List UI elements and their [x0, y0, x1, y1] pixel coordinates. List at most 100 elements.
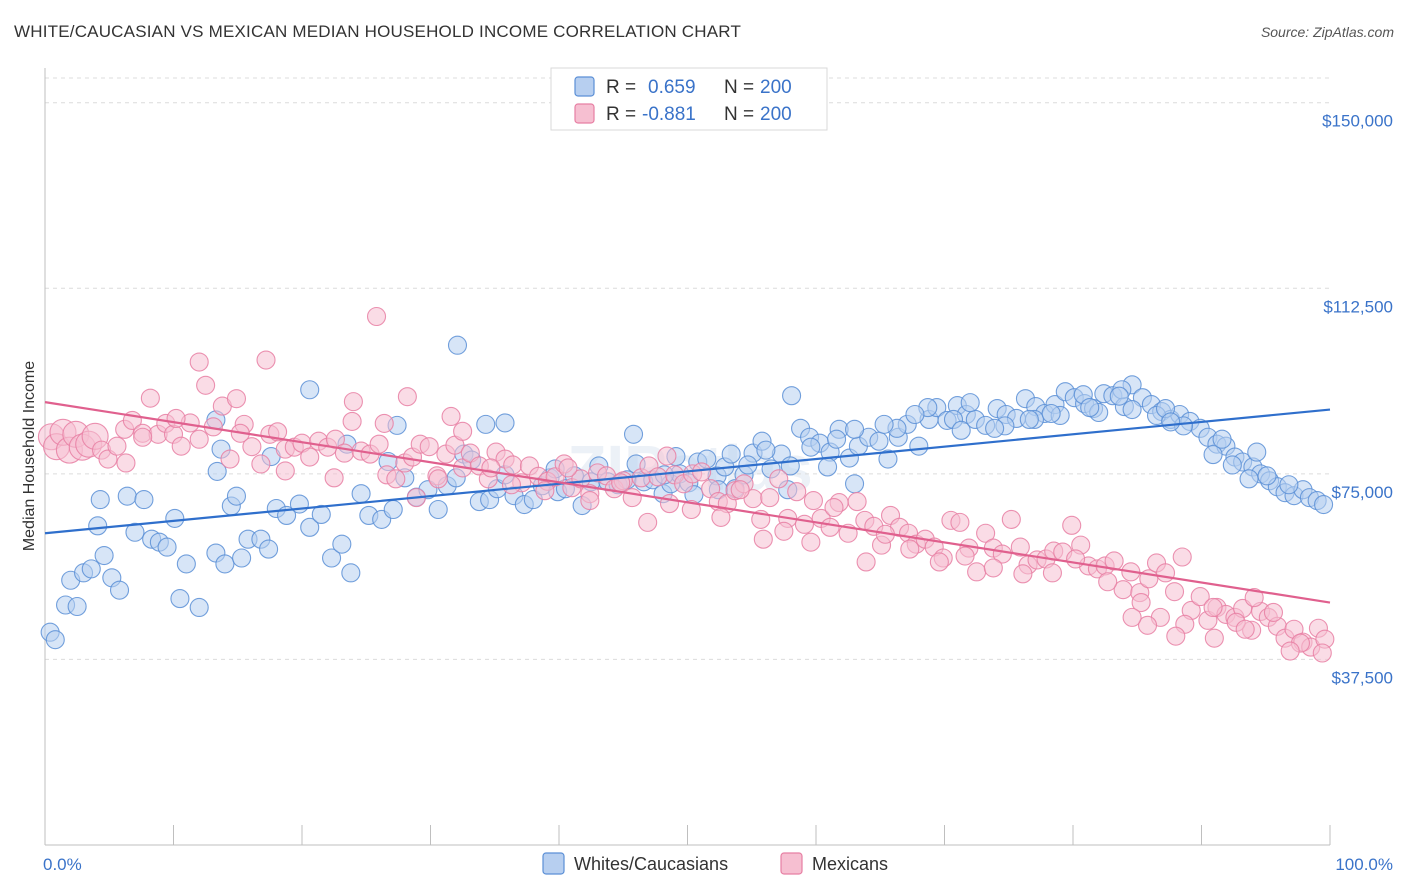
point-mexicans-194 — [1098, 572, 1118, 592]
point-mexicans-189 — [955, 546, 975, 566]
point-mexicans-205 — [1204, 628, 1224, 648]
point-whites-8 — [94, 545, 114, 566]
point-mexicans-58 — [503, 455, 523, 475]
point-mexicans-180 — [730, 480, 750, 500]
point-whites-4 — [67, 596, 87, 617]
point-whites-183 — [1122, 399, 1142, 420]
point-whites-99 — [909, 436, 929, 456]
legend-r-value-whites: 0.659 — [648, 77, 696, 98]
point-mexicans-66 — [571, 469, 591, 489]
point-mexicans-165 — [324, 468, 344, 488]
point-whites-42 — [383, 499, 403, 520]
point-whites-188 — [985, 418, 1005, 438]
point-whites-7 — [88, 516, 108, 536]
legend-swatch-mexicans — [574, 103, 595, 124]
point-mexicans-18 — [171, 436, 191, 456]
point-mexicans-174 — [580, 491, 600, 511]
point-whites-190 — [905, 404, 925, 425]
point-mexicans-185 — [856, 552, 876, 572]
point-whites-152 — [495, 413, 515, 433]
point-whites-95 — [869, 431, 889, 451]
point-mexicans-157 — [397, 387, 417, 407]
point-whites-34 — [300, 517, 320, 537]
point-mexicans-192 — [1042, 563, 1062, 583]
point-mexicans-208 — [1122, 607, 1142, 627]
point-whites-30 — [259, 539, 279, 559]
point-whites-16 — [157, 537, 177, 557]
point-whites-179 — [1279, 475, 1299, 495]
point-mexicans-164 — [275, 461, 295, 481]
point-mexicans-181 — [753, 529, 773, 549]
point-mexicans-191 — [1013, 564, 1033, 584]
point-whites-11 — [117, 486, 137, 506]
point-mexicans-113 — [976, 523, 996, 543]
point-whites-17 — [165, 508, 185, 528]
point-whites-187 — [1019, 409, 1039, 429]
bottom-legend-label-whites: Whites/Caucasians — [574, 854, 728, 874]
point-whites-177 — [1239, 469, 1259, 489]
legend-n-value-whites: 200 — [760, 77, 792, 98]
point-mexicans-44 — [386, 469, 406, 489]
y-tick-label-0: $37,500 — [1332, 668, 1393, 687]
point-whites-176 — [1222, 455, 1242, 475]
point-mexicans-10 — [107, 436, 127, 456]
point-mexicans-123 — [1062, 515, 1082, 535]
point-mexicans-170 — [481, 458, 501, 478]
legend-n-label-mexicans: N = — [724, 104, 754, 125]
point-mexicans-154 — [366, 306, 387, 327]
point-mexicans-162 — [166, 408, 186, 428]
point-whites-26 — [226, 486, 247, 506]
point-whites-182 — [1161, 412, 1181, 432]
point-mexicans-30 — [268, 422, 288, 442]
point-mexicans-176 — [638, 512, 658, 532]
point-whites-159 — [818, 457, 838, 477]
point-mexicans-14 — [140, 388, 160, 408]
point-mexicans-200 — [1244, 588, 1264, 608]
point-mexicans-110 — [950, 512, 970, 532]
point-mexicans-42 — [369, 434, 389, 454]
legend-r-label-mexicans: R = — [606, 104, 636, 125]
legend-n-label-whites: N = — [724, 77, 754, 98]
point-mexicans-95 — [820, 517, 840, 537]
chart-title: WHITE/CAUCASIAN VS MEXICAN MEDIAN HOUSEH… — [14, 22, 742, 41]
point-whites-36 — [322, 548, 342, 568]
point-mexicans-188 — [929, 552, 949, 572]
point-mexicans-72 — [622, 488, 642, 508]
point-whites-193 — [827, 429, 847, 449]
axes — [44, 68, 1331, 846]
point-mexicans-183 — [801, 532, 821, 552]
bottom-legend-swatch-whites — [542, 852, 565, 875]
point-mexicans-138 — [1190, 587, 1210, 607]
point-whites-20 — [189, 597, 209, 618]
point-mexicans-193 — [1066, 549, 1086, 569]
point-mexicans-177 — [659, 494, 680, 514]
point-whites-19 — [176, 554, 196, 574]
point-whites-18 — [170, 589, 190, 609]
point-mexicans-168 — [428, 469, 448, 489]
legend-r-label-whites: R = — [606, 77, 636, 98]
point-whites-175 — [1203, 445, 1223, 465]
point-mexicans-39 — [342, 411, 362, 431]
point-mexicans-98 — [847, 492, 867, 512]
point-whites-27 — [232, 548, 252, 568]
point-mexicans-48 — [419, 437, 439, 457]
point-whites-150 — [90, 490, 110, 510]
point-mexicans-171 — [501, 475, 522, 495]
point-mexicans-24 — [220, 449, 240, 469]
point-mexicans-116 — [1001, 509, 1021, 529]
point-whites-13 — [134, 490, 154, 510]
bottom-legend: Whites/Caucasians Mexicans — [542, 852, 888, 875]
point-whites-12 — [125, 522, 145, 542]
point-whites-37 — [332, 534, 352, 554]
point-mexicans-204 — [1235, 619, 1255, 639]
point-mexicans-115 — [992, 544, 1012, 564]
point-mexicans-28 — [251, 454, 271, 474]
point-mexicans-156 — [189, 352, 209, 372]
point-mexicans-80 — [692, 462, 712, 482]
point-mexicans-179 — [711, 507, 731, 527]
series-mexicans-points — [37, 306, 1335, 663]
legend-r-value-mexicans: -0.881 — [642, 104, 696, 125]
legend-box: R = 0.659 N = 200 R = -0.881 N = 200 — [550, 67, 828, 131]
trend-line-whites — [44, 408, 1331, 535]
